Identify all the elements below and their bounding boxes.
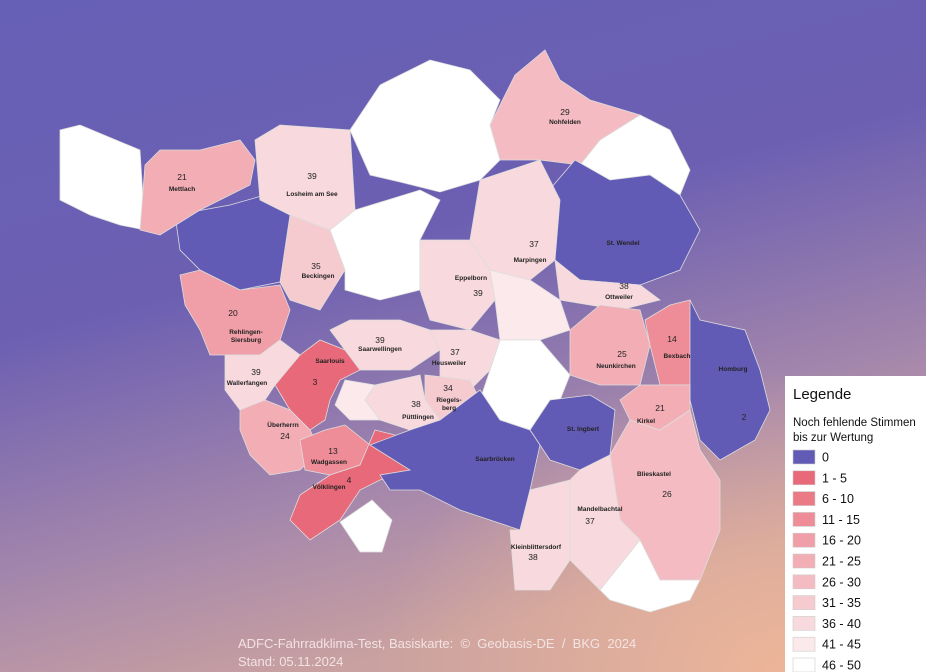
region-value: 21 [177,172,187,182]
region-value: 29 [560,107,570,117]
region-name: Kirkel [637,418,655,425]
legend-label: 26 - 30 [822,575,861,589]
region-value: 20 [228,308,238,318]
legend-label: 16 - 20 [822,534,861,548]
legend-swatch [792,491,816,506]
region-name: Heusweiler [432,360,467,367]
region-name: Nohfelden [549,119,581,126]
region-name: Mandelbachtal [577,506,622,513]
region-value: 14 [667,334,677,344]
region [224,339,301,411]
region [569,304,651,386]
region [139,139,256,236]
region-name: berg [442,405,456,412]
region-value: 3 [313,377,318,387]
region [489,49,641,166]
region-name: Losheim am See [286,191,338,198]
legend: Legende Noch fehlende Stimmen bis zur We… [785,376,926,672]
legend-subtitle: Noch fehlende Stimmen [793,417,916,429]
region-value: 25 [617,349,627,359]
legend-title: Legende [793,386,851,403]
legend-swatch [792,553,816,569]
region-value: 13 [328,446,338,456]
legend-label: 31 - 35 [822,596,861,610]
legend-label: 36 - 40 [822,617,861,631]
region-name: Überherrn [267,420,298,429]
region [554,259,661,311]
region-name: Völklingen [313,484,346,491]
region-value: 39 [251,367,261,377]
region [419,239,496,331]
region-name: Saarlouis [315,358,345,365]
map-regions: Nohfelden 29 Mettlach 21 Losheim am See 39 Bec… [139,49,771,591]
region-value: 37 [529,239,539,249]
map-base [59,59,701,613]
region-name: Marpingen [514,257,547,264]
region-name: Wallerfangen [227,380,268,387]
region [279,214,346,311]
region [509,479,571,591]
region-name: Blieskastel [637,471,671,478]
region-name: Saarwellingen [358,346,402,353]
region-value: 39 [375,335,385,345]
region-name: Püttlingen [402,414,434,421]
region-name: Kleinblittersdorf [511,544,562,551]
region-value: 37 [450,347,460,357]
legend-swatch [792,574,816,590]
region-name: Homburg [719,366,748,373]
region-value: 37 [585,516,595,526]
region-name: Ottweiler [605,294,633,301]
footer-credit: ADFC-Fahrradklima-Test, Basiskarte: © Ge… [238,636,636,651]
legend-swatch [792,470,816,486]
region-value: 21 [655,403,665,413]
region-value: 35 [311,261,321,271]
region-value: 34 [443,383,453,393]
region-value: 38 [619,281,629,291]
region [254,124,356,231]
region [429,329,501,391]
region-value: 24 [280,431,290,441]
region-name: Rehlingen- [229,329,263,336]
legend-swatch [792,657,816,672]
region-value: 39 [473,288,483,298]
region-name: Beckingen [302,273,335,280]
legend-label: 41 - 45 [822,638,861,652]
region [569,454,641,591]
legend-swatch [792,616,816,631]
legend-subtitle: bis zur Wertung [793,432,873,444]
legend-swatch [792,512,816,527]
region-name: Siersburg [231,337,261,344]
region-name: Wadgassen [311,459,347,466]
legend-swatch [792,595,816,610]
region-value: 38 [528,552,538,562]
region-name: Neunkirchen [596,363,635,370]
region-value: 4 [347,475,352,485]
region-name: Mettlach [169,186,195,193]
region-name: Bexbach [663,353,690,360]
legend-label: 11 - 15 [822,513,860,527]
region-value: 38 [411,399,421,409]
legend-label: 0 [822,451,829,465]
legend-swatch [792,532,816,548]
legend-label: 21 - 25 [822,555,861,569]
legend-swatch [792,636,816,652]
region-name: Saarbrücken [475,456,514,463]
region-value: 2 [742,412,747,422]
legend-swatch [792,449,816,465]
footer-date: Stand: 05.11.2024 [238,654,343,669]
legend-label: 6 - 10 [822,492,854,506]
region-name: Eppelborn [455,275,487,282]
region-name: Riegels- [436,397,461,404]
region [689,299,771,461]
legend-label: 46 - 50 [822,659,861,672]
region-value: 39 [307,171,317,181]
region-value: 26 [662,489,672,499]
region-name: St. Ingbert [567,426,600,433]
legend-label: 1 - 5 [822,471,847,485]
region-name: St. Wendel [606,240,639,247]
